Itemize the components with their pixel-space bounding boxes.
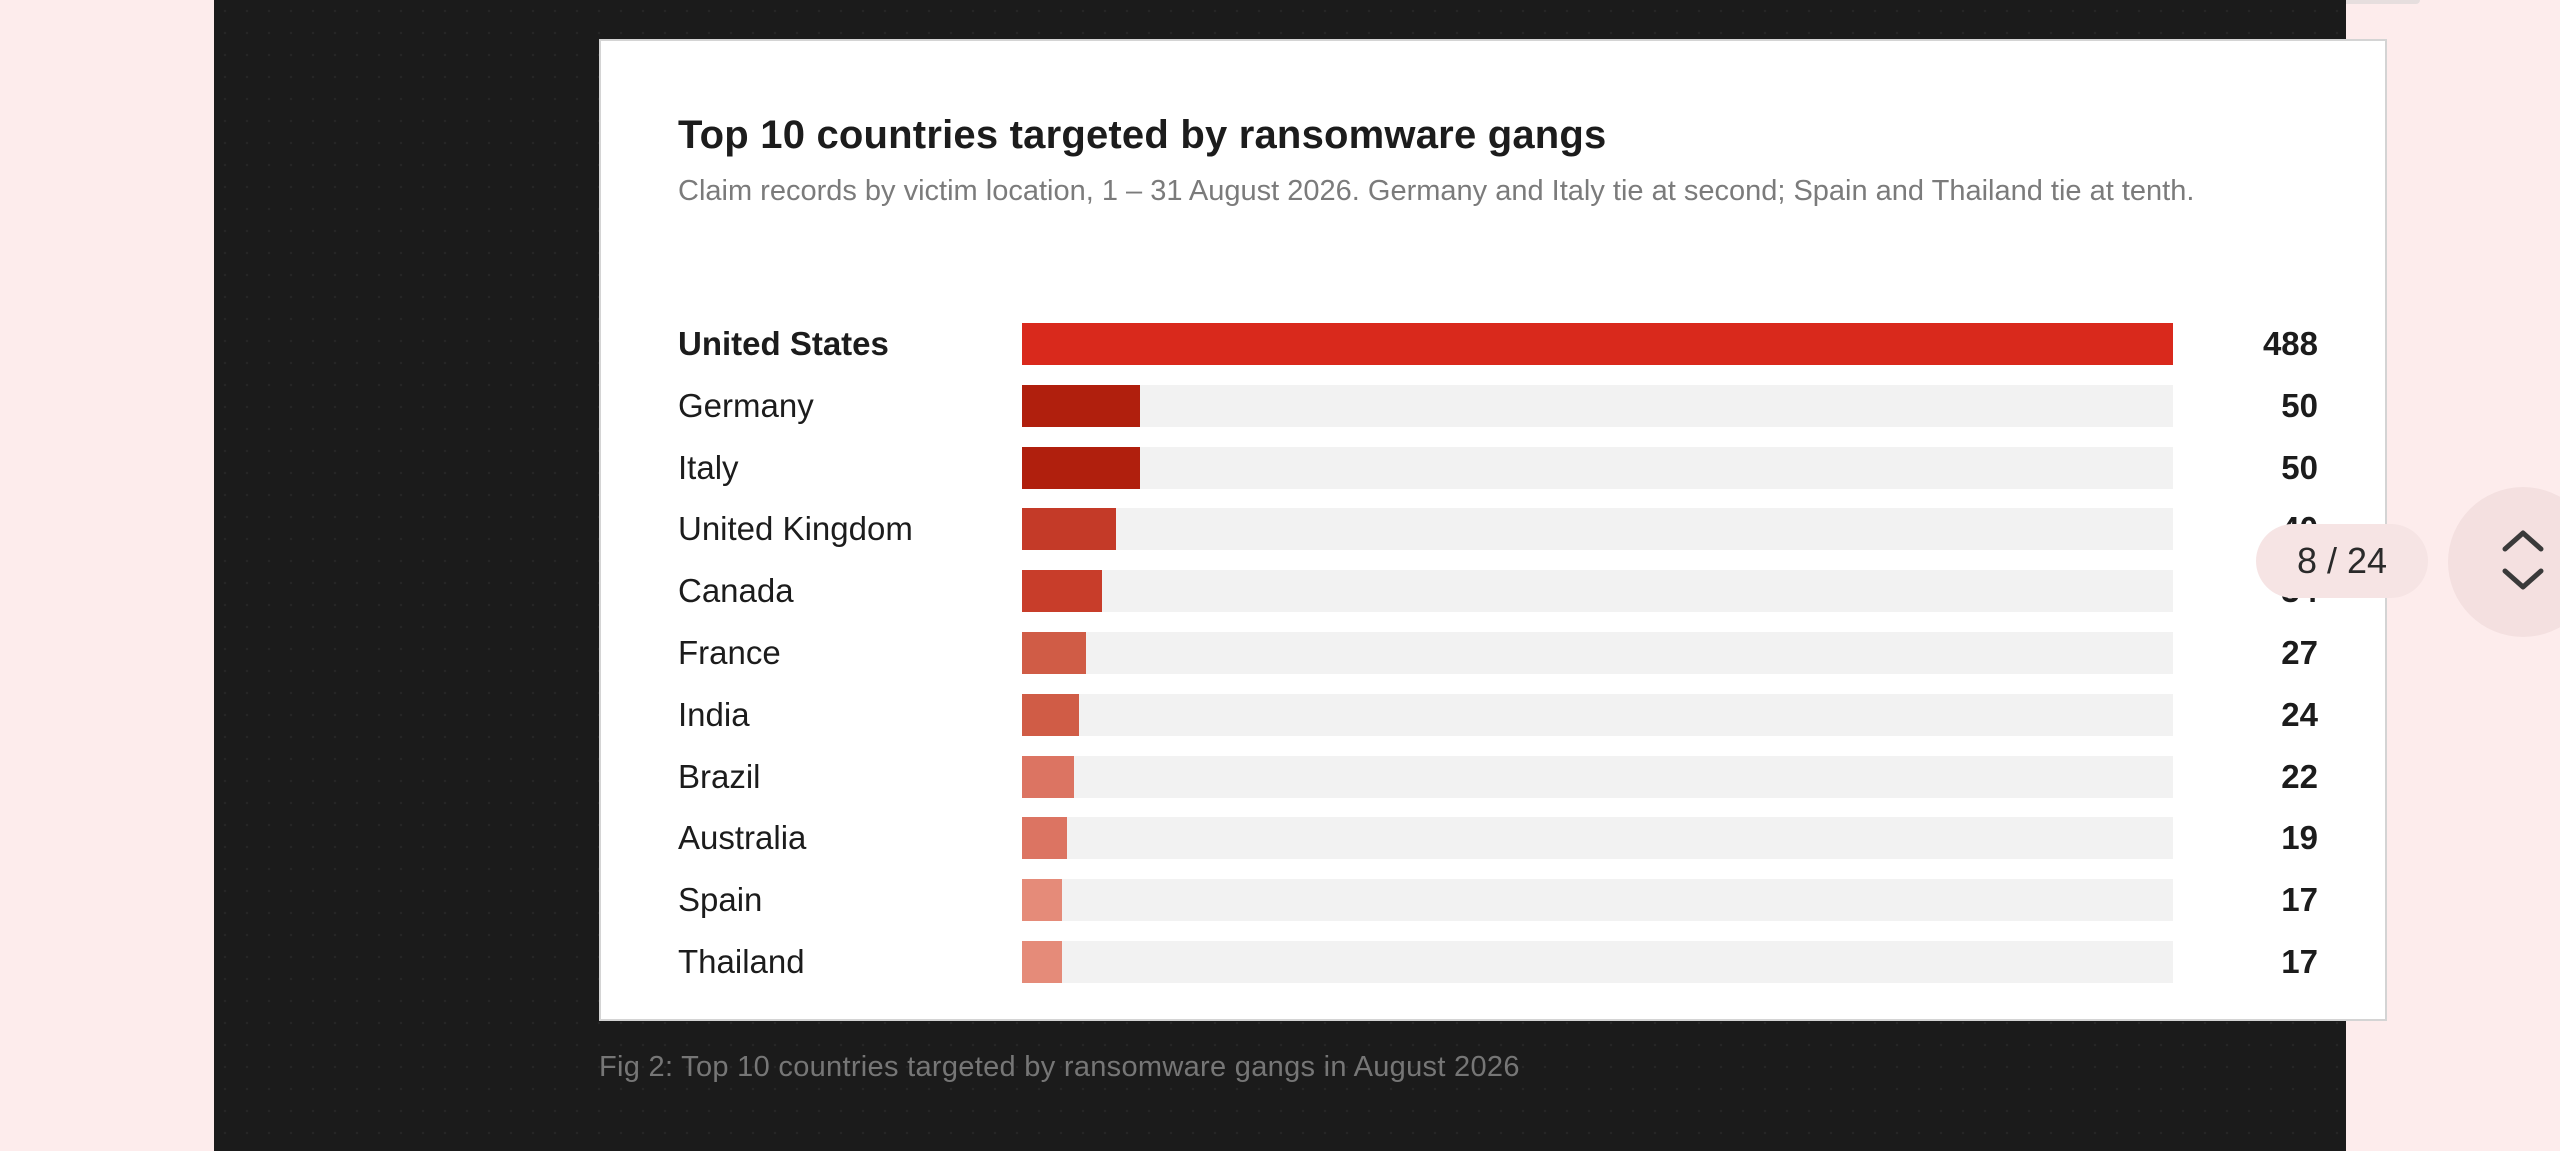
bar-track bbox=[1022, 323, 2173, 365]
bar-track bbox=[1022, 694, 2173, 736]
country-label: United Kingdom bbox=[678, 510, 913, 547]
country-label: Italy bbox=[678, 449, 739, 486]
country-label: India bbox=[678, 696, 750, 733]
bar-track bbox=[1022, 817, 2173, 859]
country-label: Spain bbox=[678, 881, 763, 918]
figure-caption: Fig 2: Top 10 countries targeted by rans… bbox=[599, 1051, 1520, 1083]
bar bbox=[1022, 385, 1140, 427]
bar-track bbox=[1022, 941, 2173, 983]
value-label: 22 bbox=[2281, 758, 2318, 795]
value-label: 488 bbox=[2262, 325, 2318, 362]
bar bbox=[1022, 756, 1074, 798]
bar-track bbox=[1022, 447, 2173, 489]
value-label: 27 bbox=[2281, 634, 2318, 671]
country-label: Australia bbox=[678, 819, 807, 856]
chevron-down-icon[interactable] bbox=[2488, 560, 2558, 600]
bar bbox=[1022, 570, 1103, 612]
bar bbox=[1022, 694, 1079, 736]
bar-row: Italy 50 bbox=[678, 447, 2318, 489]
bar-row: Brazil 22 bbox=[678, 756, 2318, 798]
slide-nav bbox=[2448, 487, 2560, 637]
slide-panel: Top 10 countries targeted by ransomware … bbox=[214, 0, 2387, 1151]
bar bbox=[1022, 447, 1140, 489]
chevron-up-icon[interactable] bbox=[2488, 520, 2558, 560]
bar-track bbox=[1022, 632, 2173, 674]
country-label: Germany bbox=[678, 387, 814, 424]
bar-track bbox=[1022, 879, 2173, 921]
value-label: 24 bbox=[2281, 696, 2318, 733]
bar bbox=[1022, 323, 2173, 365]
chart-title: Top 10 countries targeted by ransomware … bbox=[678, 113, 1607, 157]
country-label: Canada bbox=[678, 572, 794, 609]
bar-track bbox=[1022, 570, 2173, 612]
bar-row: United Kingdom40 bbox=[678, 508, 2318, 550]
bar-row: India 24 bbox=[678, 694, 2318, 736]
country-label: Thailand bbox=[678, 943, 805, 980]
bar-track bbox=[1022, 508, 2173, 550]
bar-track bbox=[1022, 385, 2173, 427]
value-label: 17 bbox=[2281, 881, 2318, 918]
country-label: France bbox=[678, 634, 781, 671]
bar-track bbox=[1022, 756, 2173, 798]
bar bbox=[1022, 508, 1117, 550]
value-label: 50 bbox=[2281, 449, 2318, 486]
bar-row: Spain 17 bbox=[678, 879, 2318, 921]
chart-card: Top 10 countries targeted by ransomware … bbox=[599, 39, 2387, 1021]
value-label: 19 bbox=[2281, 819, 2318, 856]
country-label: United States bbox=[678, 325, 889, 362]
bar bbox=[1022, 879, 1063, 921]
bar bbox=[1022, 941, 1063, 983]
bar bbox=[1022, 817, 1067, 859]
value-label: 17 bbox=[2281, 943, 2318, 980]
country-label: Brazil bbox=[678, 758, 761, 795]
bar bbox=[1022, 632, 1086, 674]
bar-row: Canada34 bbox=[678, 570, 2318, 612]
bar-row: Germany 50 bbox=[678, 385, 2318, 427]
bar-row: Australia 19 bbox=[678, 817, 2318, 859]
page-indicator: 8 / 24 bbox=[2256, 524, 2428, 598]
chart-subtitle: Claim records by victim location, 1 – 31… bbox=[678, 175, 2195, 207]
bar-row: United States 488 bbox=[678, 323, 2318, 365]
value-label: 50 bbox=[2281, 387, 2318, 424]
bar-row: France 27 bbox=[678, 632, 2318, 674]
bar-row: Thailand 17 bbox=[678, 941, 2318, 983]
bar-chart: United States 488 Germany 50 Italy 50 United K… bbox=[601, 41, 2385, 1019]
